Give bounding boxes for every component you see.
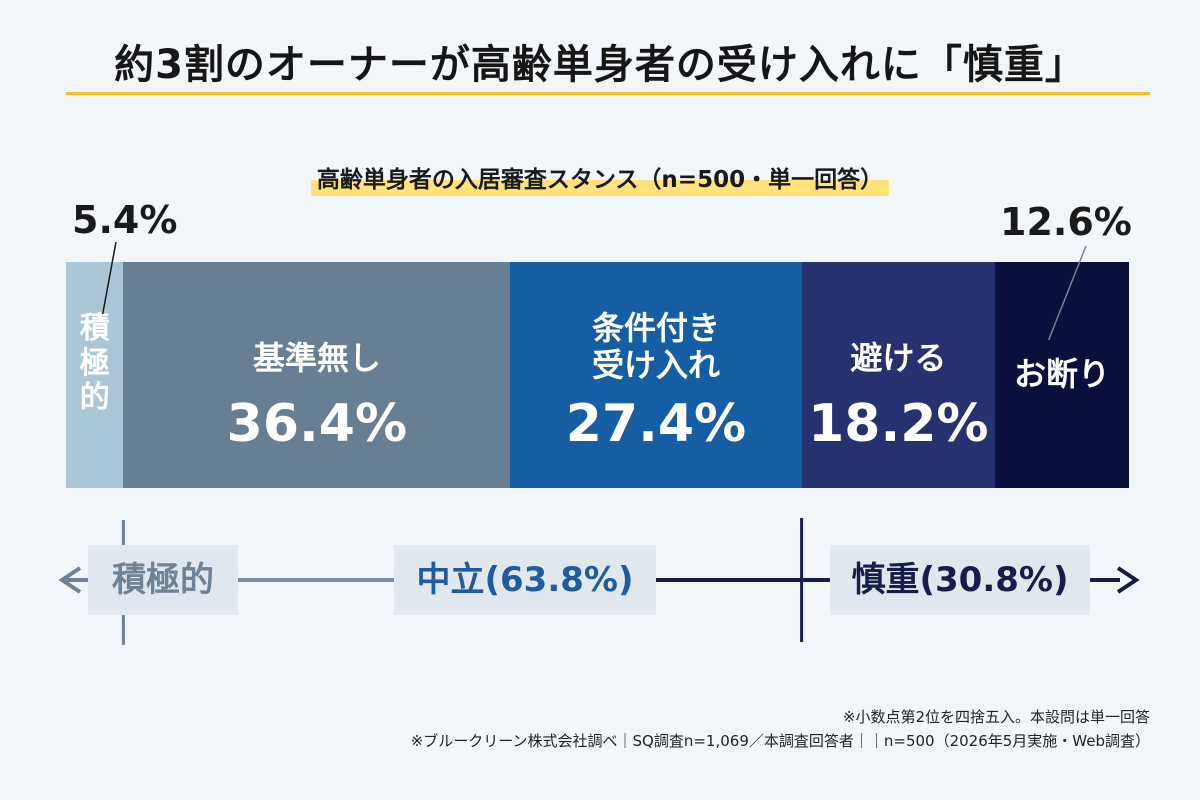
axis-label-cautious: 慎重(30.8%) bbox=[830, 545, 1090, 615]
bar-segment: 基準無し 36.4% bbox=[123, 262, 511, 488]
footnote-rounding: ※小数点第2位を四捨五入。本設問は単一回答 bbox=[842, 708, 1150, 726]
segment-value-label: 18.2% bbox=[808, 394, 989, 454]
arrow-left-icon bbox=[58, 566, 82, 594]
axis-label-neutral: 中立(63.8%) bbox=[394, 545, 656, 615]
bar-segment: 避ける 18.2% bbox=[801, 262, 996, 488]
segment-value-label: 27.4% bbox=[565, 394, 747, 454]
arrow-right-icon bbox=[1116, 566, 1140, 594]
segment-label: お断り bbox=[1014, 355, 1111, 393]
title-underline bbox=[66, 92, 1150, 95]
bar-segment: 条件付き 受け入れ 27.4% bbox=[510, 262, 802, 488]
value-label-refuse: 12.6% bbox=[1000, 200, 1132, 244]
value-label-positive: 5.4% bbox=[72, 198, 178, 242]
subtitle-wrap: 高齢単身者の入居審査スタンス（n=500・単一回答） bbox=[0, 160, 1200, 196]
segment-label: 基準無し bbox=[252, 339, 381, 377]
chart-title: 約3割のオーナーが高齢単身者の受け入れに「慎重」 bbox=[114, 42, 1086, 88]
segment-value-label: 36.4% bbox=[226, 394, 408, 454]
stacked-bar: 積極的 基準無し 36.4% 条件付き 受け入れ 27.4% 避ける 18.2% お断り bbox=[66, 262, 1129, 488]
segment-label: 避ける bbox=[850, 339, 947, 377]
segment-label: 積極的 bbox=[79, 311, 110, 415]
segment-label: 条件付き 受け入れ bbox=[591, 309, 720, 384]
axis-label-positive: 積極的 bbox=[88, 545, 238, 615]
footnote-source: ※ブルークリーン株式会社調べ｜SQ調査n=1,069／本調査回答者｜｜n=500… bbox=[410, 732, 1150, 750]
bar-segment: 積極的 bbox=[66, 262, 124, 488]
chart-subtitle: 高齢単身者の入居審査スタンス（n=500・単一回答） bbox=[310, 160, 890, 196]
